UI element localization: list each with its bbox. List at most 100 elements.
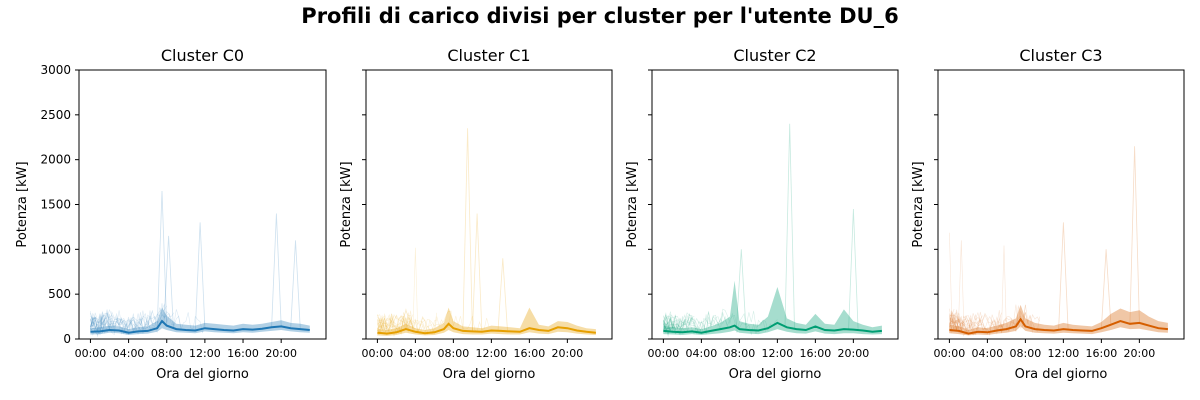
- x-tick-label: 00:00: [362, 347, 394, 360]
- profile-line: [663, 314, 728, 335]
- peak-line: [472, 213, 483, 332]
- x-tick-label: 08:00: [1010, 347, 1042, 360]
- y-axis-label: Potenza [kW]: [625, 161, 640, 247]
- profile-line: [377, 310, 452, 336]
- profile-line: [949, 232, 1033, 333]
- profile-line: [90, 303, 175, 335]
- profile-line: [949, 321, 955, 326]
- profile-line: [90, 309, 153, 330]
- profile-line: [663, 312, 724, 335]
- profile-line: [90, 303, 165, 336]
- profile-line: [663, 324, 671, 332]
- profile-line: [663, 315, 702, 334]
- profile-line: [90, 315, 105, 332]
- plot-area-2: [663, 123, 882, 338]
- profile-line: [377, 319, 381, 326]
- peak-line: [194, 222, 206, 331]
- profile-line: [949, 309, 962, 328]
- profile-line: [949, 318, 967, 332]
- profile-line: [949, 312, 1005, 335]
- profile-line: [949, 312, 1002, 336]
- x-tick-label: 04:00: [972, 347, 1004, 360]
- y-tick-label: 2000: [40, 153, 71, 167]
- profile-line: [90, 322, 94, 326]
- peak-line: [1058, 222, 1069, 330]
- panel-title: Cluster C0: [161, 46, 244, 65]
- profile-line: [377, 316, 395, 332]
- profile-line: [377, 315, 392, 327]
- peak-line: [497, 258, 508, 332]
- axes-frame: [365, 69, 613, 340]
- y-tick-label: 1000: [40, 242, 71, 256]
- x-tick-label: 12:00: [762, 347, 794, 360]
- profile-line: [377, 247, 438, 335]
- profile-line: [90, 324, 93, 327]
- axes-frame: [78, 69, 327, 340]
- mean-line: [377, 322, 596, 335]
- confidence-band: [663, 280, 882, 335]
- profile-line: [663, 314, 685, 333]
- profile-line: [90, 313, 148, 333]
- y-tick-label: 500: [48, 287, 71, 301]
- peak-line: [848, 208, 859, 331]
- profile-line: [949, 308, 955, 324]
- profile-line: [949, 315, 983, 334]
- mean-line: [949, 317, 1168, 335]
- profile-line: [90, 305, 167, 333]
- axes-frame: [937, 69, 1185, 340]
- x-tick-label: 20:00: [1124, 347, 1156, 360]
- peak-line: [784, 123, 795, 329]
- profile-line: [663, 314, 676, 326]
- x-tick-label: 20:00: [265, 347, 297, 360]
- profile-line: [949, 322, 952, 325]
- y-tick-label: 3000: [40, 63, 71, 77]
- y-tick-label: 1500: [40, 198, 71, 212]
- panel-title: Cluster C1: [447, 46, 530, 65]
- profile-line: [90, 315, 105, 332]
- profile-line: [949, 245, 1026, 334]
- x-tick-label: 20:00: [552, 347, 584, 360]
- x-tick-label: 04:00: [686, 347, 718, 360]
- x-tick-label: 16:00: [1086, 347, 1118, 360]
- profile-line: [663, 310, 766, 335]
- x-tick-label: 12:00: [189, 347, 221, 360]
- peak-line: [462, 128, 473, 332]
- profile-line: [663, 315, 688, 331]
- profile-line: [90, 315, 103, 331]
- peak-line: [163, 235, 174, 329]
- figure-title: Profili di carico divisi per cluster per…: [301, 4, 899, 28]
- y-axis-label: Potenza [kW]: [911, 161, 926, 247]
- x-axis-label: Ora del giorno: [443, 367, 536, 382]
- x-axis-label: Ora del giorno: [1015, 367, 1108, 382]
- profile-line: [663, 312, 714, 338]
- plot-area-0: [90, 190, 310, 338]
- profile-line: [90, 307, 182, 331]
- profile-line: [377, 316, 409, 336]
- profile-line: [90, 312, 153, 335]
- profile-line: [377, 314, 383, 324]
- profile-line: [377, 310, 490, 337]
- x-tick-label: 00:00: [934, 347, 966, 360]
- y-axis-label: Potenza [kW]: [15, 161, 30, 247]
- x-tick-label: 12:00: [476, 347, 508, 360]
- x-tick-label: 04:00: [400, 347, 432, 360]
- mean-line: [663, 321, 882, 334]
- profile-line: [90, 311, 125, 336]
- profile-line: [663, 311, 695, 335]
- profile-line: [949, 305, 1040, 336]
- profile-line: [377, 313, 414, 331]
- profile-line: [663, 315, 681, 331]
- profile-line: [90, 321, 103, 331]
- profile-line: [663, 317, 669, 331]
- profile-line: [90, 313, 115, 334]
- profile-line: [90, 309, 206, 335]
- profile-line: [949, 315, 972, 337]
- x-tick-label: 04:00: [113, 347, 145, 360]
- profile-line: [663, 315, 695, 335]
- profile-line: [949, 308, 955, 317]
- profile-line: [90, 317, 96, 328]
- chart-panel-3: 00:00 04:00 08:00 12:00 16:00 20:00 Cluster C3…: [911, 46, 1185, 382]
- profile-line: [377, 315, 416, 335]
